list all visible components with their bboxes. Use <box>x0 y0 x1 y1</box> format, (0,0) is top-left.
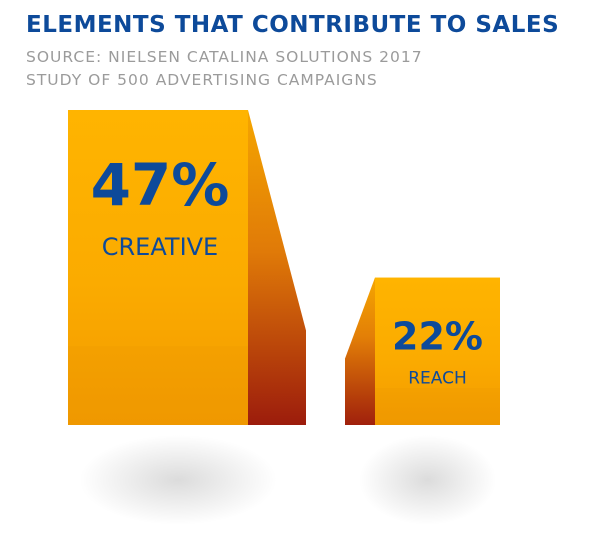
bar-base-shade-reach <box>375 388 500 425</box>
labels-group: 47% CREATIVE 22% REACH <box>91 151 483 389</box>
bar-reach <box>375 277 500 425</box>
bar-side-creative <box>248 110 306 425</box>
category-label-creative: CREATIVE <box>102 233 218 261</box>
bar-shadow-reach <box>358 435 497 525</box>
category-label-reach: REACH <box>408 369 467 389</box>
bar-base-shade-creative <box>68 346 248 425</box>
value-label-reach: 22% <box>392 315 483 359</box>
bar-side-reach <box>345 277 375 425</box>
value-label-creative: 47% <box>91 151 230 219</box>
chart-title: ELEMENTS THAT CONTRIBUTE TO SALES <box>26 12 560 38</box>
bar-shadow-creative <box>79 435 277 525</box>
bars-group <box>68 110 500 425</box>
source-line-1: SOURCE: NIELSEN CATALINA SOLUTIONS 2017 <box>26 48 423 66</box>
bar-shadows <box>79 435 497 525</box>
bar-creative <box>68 110 248 425</box>
source-line-2: STUDY OF 500 ADVERTISING CAMPAIGNS <box>26 71 378 89</box>
